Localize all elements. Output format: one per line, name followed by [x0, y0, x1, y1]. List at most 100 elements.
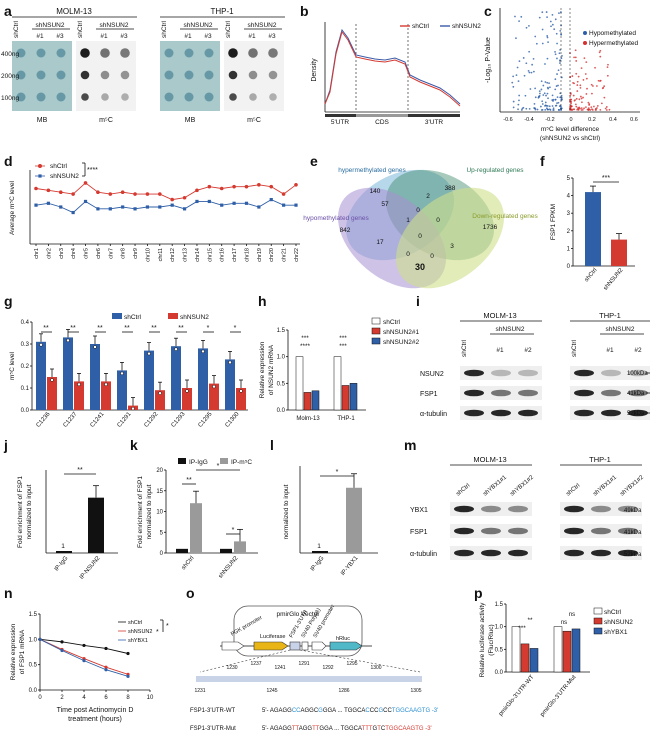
hypo-point: [531, 63, 534, 66]
blot-membrane: [560, 502, 642, 516]
hypo-point: [559, 62, 561, 64]
x-tick-label: -0.2: [545, 117, 554, 123]
hypo-point: [518, 20, 520, 22]
hypo-point: [516, 66, 519, 69]
size-label: 52kDa: [627, 411, 645, 417]
mb-dot: [164, 70, 174, 80]
significance-label: ns: [569, 612, 575, 618]
hypo-point: [552, 109, 555, 111]
blot-band: [574, 369, 594, 377]
x-tick-label: THP-1: [337, 416, 355, 422]
hyper-point: [603, 96, 606, 99]
hypo-point: [556, 102, 558, 105]
element-label: Luciferase: [260, 634, 285, 640]
wt-label: FSP1-3'UTR-WT: [190, 708, 235, 714]
bar-shCtrl: [225, 359, 235, 410]
significance-label: *: [336, 469, 339, 476]
hyper-point: [576, 80, 579, 83]
significance-label: *: [234, 325, 237, 332]
legend-label: shNSUN2#2: [383, 339, 420, 346]
x-tick-label: chr16: [220, 248, 226, 262]
significance-label: **: [70, 325, 76, 332]
mb-dot: [36, 70, 46, 80]
blot-band: [508, 549, 528, 557]
legend-swatch: [178, 458, 186, 464]
legend-label: shNSUN2#1: [383, 329, 420, 336]
sequence-part: 5'- AGAGG: [262, 708, 292, 714]
legend-dot-hyper: [583, 41, 587, 45]
blot-band: [491, 389, 511, 397]
blot-band: [454, 549, 474, 557]
hypo-point: [538, 90, 541, 92]
point-shNSUN2: [34, 203, 38, 207]
panel-f-bar-chart: 0 1 2 3 4 5 FSP1 FPKM shCtrl shNSUN2 ***: [550, 175, 635, 292]
blot-band: [601, 369, 621, 377]
position-label: 1230: [226, 665, 237, 671]
sequence-part: CC: [292, 708, 301, 714]
hyper-point: [580, 97, 583, 100]
hypo-point: [534, 35, 537, 38]
x-tick-label: chr20: [269, 248, 275, 262]
m5c-dot: [229, 93, 237, 101]
p-y-tick-label: 0.5: [495, 647, 504, 653]
panel-h-bar-chart: 0.0 0.5 1.0 1.5 Relative expression of NSUN2 …: [259, 317, 420, 422]
replicate-point: [120, 371, 124, 376]
sequence-wt_seq: 5'- AGAGGCCAGGCGGGA ... TGGCACCCGCCTGGCA…: [262, 708, 438, 714]
hyper-point: [582, 79, 585, 81]
hypo-point: [546, 105, 549, 107]
replicate-point: [174, 347, 178, 351]
g-y-tick-label: 0.2: [21, 364, 30, 370]
venn-count: 30: [415, 262, 425, 272]
venn-count: 0: [430, 253, 434, 260]
point-shCtrl: [96, 190, 100, 194]
panel-e-venn: hypermethylated genes Up-regulated genes h…: [303, 167, 538, 289]
bar-IP-YBX1: [346, 487, 362, 553]
point-shCtrl: [133, 192, 137, 196]
hypo-point: [554, 51, 556, 53]
hypo-point: [520, 15, 523, 18]
hypo-point: [554, 99, 557, 101]
x-tick-label: shCtrl: [181, 555, 196, 571]
size-label: 41kDa: [624, 530, 642, 536]
hypo-point: [549, 109, 552, 111]
hypo-point: [523, 74, 526, 77]
point-shNSUN2: [244, 201, 249, 205]
x-tick-label: -0.6: [503, 117, 512, 123]
lane-label: shYBX1#1: [482, 474, 508, 497]
blot-band: [591, 527, 611, 535]
significance-label: **: [97, 325, 103, 332]
hypo-point: [512, 100, 515, 103]
legend-swatch: [371, 327, 381, 335]
hypo-point: [518, 60, 521, 63]
hyper-point: [608, 108, 611, 111]
series-line-shNSUN2: [35, 199, 296, 214]
hypo-point: [518, 99, 520, 102]
panel-letter-n: n: [4, 585, 13, 601]
mb-dot: [36, 48, 46, 58]
point-shCtrl: [82, 643, 86, 648]
bar-shNSUN2: [520, 643, 530, 673]
panel-letter-c: c: [484, 3, 492, 19]
venn-count: 0: [436, 217, 440, 224]
h-y-tick-label: 1.5: [277, 328, 286, 334]
legend-swatch: [371, 317, 381, 325]
venn-set-label: Down-regulated genes: [472, 213, 538, 220]
blot-group-title: MOLM-13: [483, 311, 516, 320]
bar-shNSUN2#2: [349, 383, 358, 411]
x-tick-label: pmirGlo-3'UTR-WT: [498, 674, 536, 717]
dotblot-group-title: THP-1: [210, 7, 234, 16]
replicate-point: [104, 382, 108, 387]
hypo-point: [559, 49, 562, 51]
replicate-point: [131, 406, 135, 411]
hypo-point: [548, 82, 550, 85]
sequence-part: GGA ... TGGCA: [319, 726, 362, 732]
hyper-point: [585, 77, 588, 80]
hyper-point: [605, 109, 608, 111]
hypo-point: [547, 87, 550, 90]
blot-band: [518, 369, 538, 377]
g-y-tick-label: 0.0: [21, 408, 30, 414]
pgk-promoter-arrow: [221, 641, 245, 651]
hyper-point: [573, 108, 576, 111]
replicate-point: [212, 384, 216, 389]
hypo-point: [525, 107, 528, 110]
